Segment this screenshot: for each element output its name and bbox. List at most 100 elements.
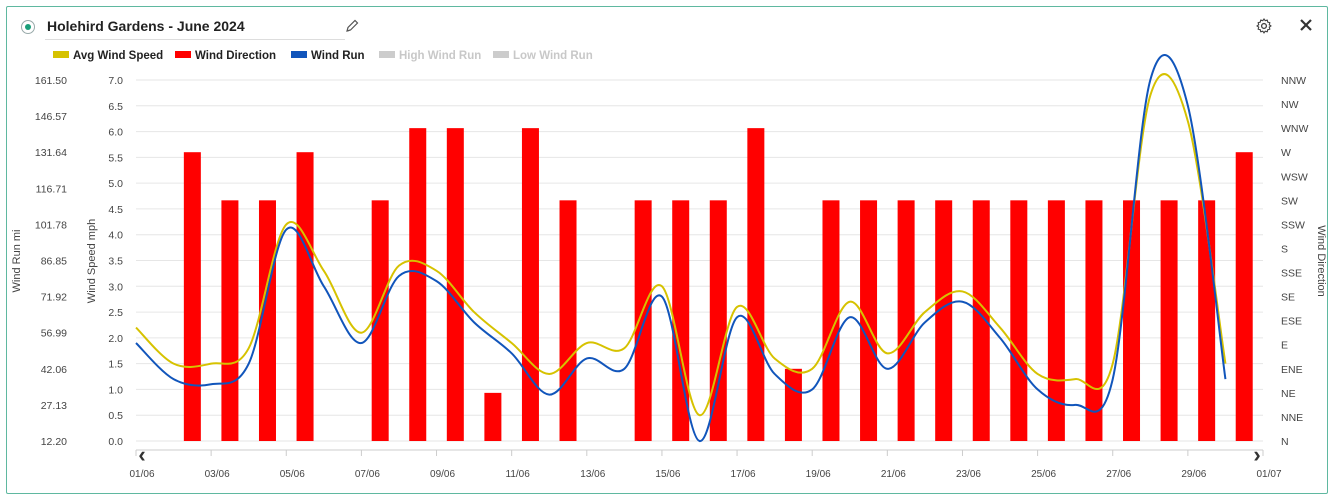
x-tick-label: 13/06 [580,469,605,480]
wind-direction-bar [258,200,276,441]
legend-item-low-wind-run[interactable]: Low Wind Run [493,50,593,62]
wind-speed-tick-label: 7.0 [108,75,123,87]
wind-direction-bar [709,200,727,441]
x-tick-label: 25/06 [1031,469,1056,480]
wind-run-tick-label: 71.92 [41,292,67,304]
wind-speed-tick-label: 2.5 [108,307,123,319]
wind-direction-bar [371,200,389,441]
avg-wind-speed-line [135,73,1227,417]
wind-speed-tick-label: 1.5 [108,359,123,371]
wind-direction-tick-label: WSW [1281,171,1308,183]
wind-direction-tick-label: SSW [1281,219,1305,231]
x-tick-label: 09/06 [430,469,455,480]
legend-swatch [379,51,395,59]
wind-speed-tick-label: 1.0 [108,384,123,396]
legend-item-high-wind-run[interactable]: High Wind Run [379,50,481,62]
wind-direction-bar [897,200,915,441]
gear-icon[interactable] [1255,17,1273,35]
wind-direction-bar [296,152,314,441]
wind-direction-bar [1160,200,1178,441]
wind-direction-tick-label: WNW [1281,123,1308,135]
wind-speed-tick-label: 5.0 [108,178,123,190]
wind-direction-tick-label: S [1281,243,1288,255]
wind-speed-tick-label: 4.5 [108,204,123,216]
legend-label: Wind Run [311,50,365,62]
legend-swatch [493,51,509,59]
x-tick-label: 19/06 [806,469,831,480]
legend-item-avg-wind-speed[interactable]: Avg Wind Speed [53,50,163,62]
wind-run-tick-label: 86.85 [41,256,67,268]
wind-speed-tick-label: 5.5 [108,152,123,164]
wind-run-line [135,54,1227,443]
scroll-left-icon[interactable]: ‹ [138,442,145,467]
wind-direction-bar [1235,152,1253,441]
x-tick-label: 05/06 [280,469,305,480]
legend-swatch [53,51,69,59]
title-underline [45,39,345,40]
wind-run-tick-label: 161.50 [35,75,67,87]
x-tick-label: 03/06 [205,469,230,480]
wind-direction-bar [221,200,239,441]
pencil-icon[interactable] [344,18,360,34]
wind-direction-tick-label: SW [1281,195,1298,207]
wind-direction-bar [183,152,201,441]
scroll-right-icon[interactable]: › [1253,442,1260,467]
wind-direction-bar [860,200,878,441]
wind-speed-tick-label: 3.0 [108,281,123,293]
wind-direction-bar [1123,200,1141,441]
wind-speed-tick-label: 3.5 [108,256,123,268]
wind-direction-tick-label: N [1281,436,1289,448]
wind-direction-bar [822,200,840,441]
wind-direction-bar [1085,200,1103,441]
close-icon[interactable] [1297,16,1315,34]
legend-label: Wind Direction [195,50,277,62]
wind-run-tick-label: 42.06 [41,364,67,376]
wind-direction-bar [634,200,652,441]
wind-speed-tick-label: 2.0 [108,333,123,345]
x-tick-label: 07/06 [355,469,380,480]
wind-direction-bar [446,128,464,441]
wind-speed-tick-label: 0.0 [108,436,123,448]
x-tick-label: 15/06 [655,469,680,480]
wind-direction-bar [747,128,765,441]
x-tick-label: 01/07 [1256,469,1281,480]
wind-direction-bar [972,200,990,441]
wind-direction-bar [784,368,802,441]
chart-title[interactable]: Holehird Gardens - June 2024 [47,18,245,34]
wind-direction-tick-label: ENE [1281,364,1303,376]
wind-run-tick-label: 56.99 [41,328,67,340]
wind-direction-tick-label: SSE [1281,268,1302,280]
legend-label: Low Wind Run [513,50,593,62]
x-tick-label: 01/06 [129,469,154,480]
wind-direction-tick-label: SE [1281,292,1295,304]
wind-direction-tick-label: NW [1281,99,1299,111]
legend-label: High Wind Run [399,50,482,62]
wind-run-axis-title: Wind Run mi [11,230,23,293]
wind-speed-tick-label: 4.0 [108,230,123,242]
wind-direction-bar [1010,200,1028,441]
wind-run-tick-label: 12.20 [41,436,67,448]
wind-direction-axis-title: Wind Direction [1315,225,1327,297]
chart-header: Holehird Gardens - June 2024 [7,7,1327,47]
wind-direction-tick-label: ESE [1281,316,1302,328]
wind-speed-tick-label: 6.5 [108,101,123,113]
wind-direction-tick-label: E [1281,340,1288,352]
legend-item-wind-direction[interactable]: Wind Direction [175,50,276,62]
legend-swatch [291,51,307,59]
wind-speed-tick-label: 6.0 [108,127,123,139]
wind-speed-tick-label: 0.5 [108,410,123,422]
wind-direction-tick-label: W [1281,147,1291,159]
legend-item-wind-run[interactable]: Wind Run [291,50,365,62]
wind-direction-tick-label: NNW [1281,75,1306,87]
status-radio[interactable] [21,20,35,34]
wind-run-tick-label: 116.71 [36,183,67,195]
wind-run-tick-label: 131.64 [35,147,67,159]
wind-direction-bar [559,200,577,441]
wind-direction-tick-label: NE [1281,388,1296,400]
x-tick-label: 29/06 [1181,469,1206,480]
x-tick-label: 11/06 [506,469,531,480]
legend-label: Avg Wind Speed [73,50,164,62]
wind-run-tick-label: 146.57 [35,111,67,123]
wind-direction-bar [672,200,690,441]
